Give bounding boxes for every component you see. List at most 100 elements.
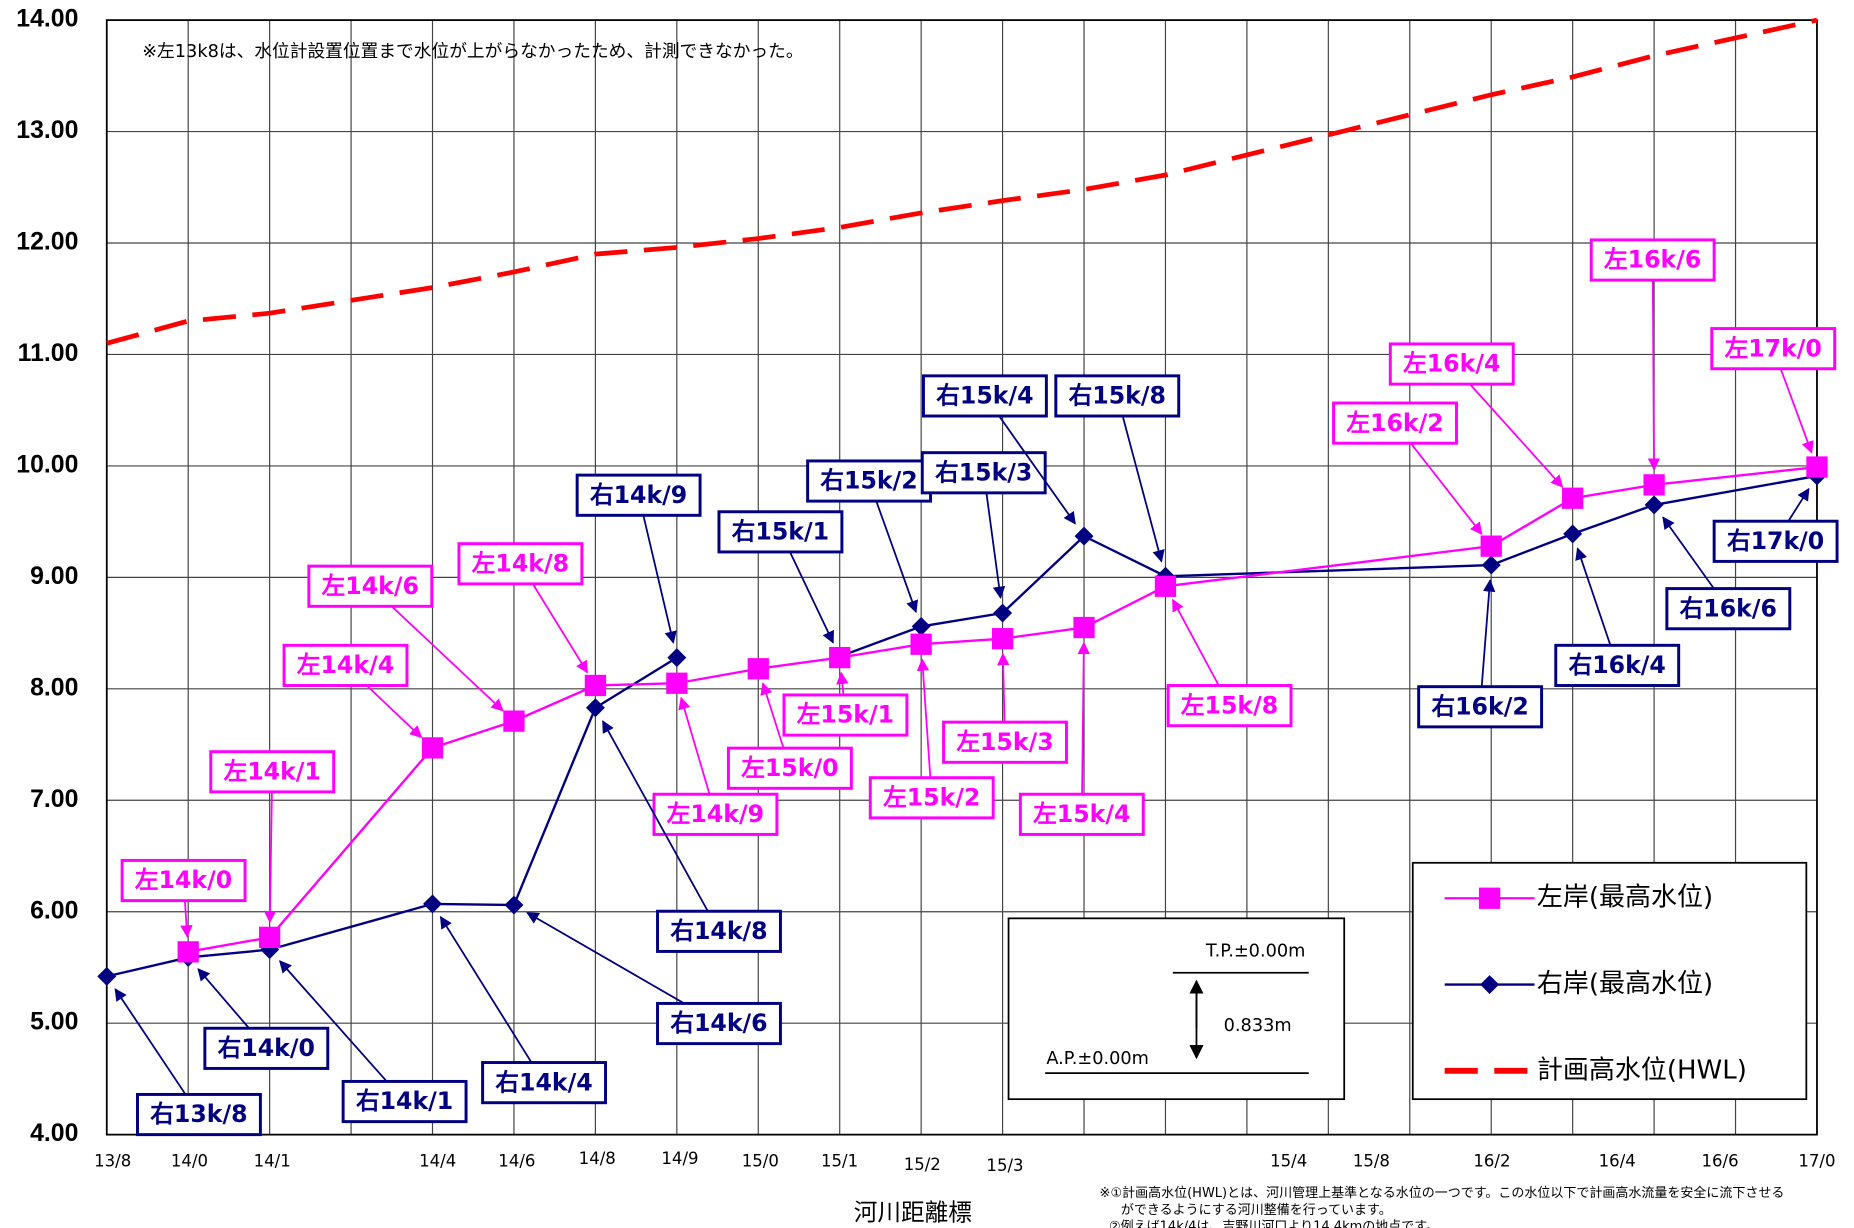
- annotation: 右15k/1: [732, 518, 829, 546]
- inset: T.P.±0.00m 0.833m A.P.±0.00m: [1007, 917, 1346, 1101]
- annotation: 左15k/8: [1181, 691, 1278, 719]
- point: [1154, 575, 1177, 597]
- annotation-arrow: [180, 900, 193, 938]
- annotation-box: [920, 451, 1047, 495]
- y-tick-label: 12.00: [16, 229, 78, 256]
- annotation: 左16k/2: [1346, 409, 1443, 437]
- annotation: 右16k/6: [1680, 594, 1777, 622]
- inset-label: T.P.±0.00m: [1205, 941, 1305, 961]
- x-axis-title: 河川距離標: [854, 1198, 972, 1226]
- annotation-box: [652, 792, 779, 836]
- point: [1563, 524, 1583, 544]
- y-tick-label: 14.00: [16, 6, 78, 33]
- y-tick-label: 9.00: [30, 563, 78, 590]
- inset-box: [1007, 917, 1346, 1101]
- annotation-arrow: [439, 915, 533, 1064]
- x-tick-label: 14/1: [254, 1151, 291, 1170]
- x-tick-label: 15/8: [1353, 1151, 1390, 1170]
- annotation-box: [209, 750, 336, 794]
- point: [421, 737, 444, 759]
- annotation-arrow: [1077, 641, 1090, 795]
- annotation: 右14k/9: [590, 481, 687, 509]
- annotation-box: [1388, 342, 1515, 386]
- legend-label: 左岸(最高水位): [1537, 883, 1713, 913]
- annotation-arrow: [642, 515, 677, 644]
- annotation: 左15k/3: [956, 728, 1053, 756]
- annotation: 左14k/9: [667, 800, 764, 828]
- y-tick-label: 5.00: [30, 1009, 78, 1036]
- y-tick-label: 7.00: [30, 786, 78, 813]
- annotation: 右15k/8: [1069, 382, 1166, 410]
- point: [667, 648, 687, 668]
- annotation-box: [1665, 587, 1792, 631]
- annotation-arrow: [875, 500, 919, 614]
- annotation-arrow: [1779, 368, 1814, 454]
- footnote: ができるようにする河川整備を行っています。: [1121, 1202, 1392, 1218]
- annotation: 右16k/2: [1431, 692, 1528, 720]
- x-tick-label: 15/1: [821, 1151, 858, 1170]
- y-tick-label: 8.00: [30, 674, 78, 701]
- annotation-box: [656, 1001, 782, 1046]
- annotation-box: [481, 1061, 607, 1105]
- point: [1806, 456, 1828, 478]
- annotation: 左14k/8: [472, 549, 569, 577]
- annotation-box: [1018, 792, 1145, 836]
- annotation: 右15k/3: [935, 458, 1032, 486]
- point: [258, 926, 281, 948]
- annotation: 左15k/2: [883, 783, 980, 811]
- annotation-box: [942, 720, 1068, 764]
- annotation-box: [457, 542, 584, 586]
- annotation-arrow: [1480, 579, 1496, 687]
- annotation: 右14k/0: [218, 1034, 315, 1062]
- point: [1562, 487, 1584, 509]
- point: [584, 674, 607, 697]
- annotation-arrow: [263, 791, 277, 924]
- point: [1480, 535, 1502, 557]
- annotation-box: [1710, 327, 1837, 371]
- annotation-arrow: [836, 671, 849, 696]
- annotation-arrow: [678, 696, 711, 795]
- point: [503, 710, 525, 732]
- legend-box: [1411, 861, 1808, 1101]
- annotation: 左16k/6: [1604, 246, 1701, 274]
- annotation: 右14k/8: [670, 917, 767, 945]
- x-tick-label: 15/0: [742, 1151, 779, 1170]
- annotation: 左14k/1: [224, 757, 321, 785]
- legend-marker: [1480, 975, 1500, 994]
- annotation-box: [1332, 401, 1458, 445]
- x-tick-label: 14/4: [419, 1151, 456, 1170]
- annotation-box: [1589, 238, 1716, 282]
- footnote: ②例えば14k/4は、吉野川河口より14.4kmの地点です。: [1109, 1219, 1439, 1228]
- annotation: 左14k/0: [135, 866, 232, 894]
- annotation-arrow: [602, 720, 709, 912]
- annotation-box: [203, 1026, 330, 1070]
- point: [423, 894, 442, 914]
- annotation-arrow: [114, 988, 187, 1095]
- annotation-arrow: [1575, 547, 1612, 646]
- x-tick-label: 16/4: [1599, 1151, 1636, 1170]
- annotation-box: [307, 564, 434, 608]
- x-tick-label: 14/6: [498, 1151, 535, 1170]
- series-line: [106, 17, 1818, 346]
- annotation: 左14k/6: [322, 572, 419, 600]
- point: [97, 966, 117, 986]
- annotation: 右14k/1: [356, 1087, 453, 1115]
- annotation-box: [136, 1092, 262, 1137]
- annotation-box: [282, 643, 409, 687]
- annotation-box: [782, 693, 909, 737]
- annotation: 右14k/4: [495, 1068, 592, 1096]
- legend-label: 計画高水位(HWL): [1537, 1055, 1747, 1085]
- inset-label: 0.833m: [1224, 1016, 1292, 1036]
- x-tick-label: 16/2: [1473, 1151, 1510, 1170]
- annotation-box: [575, 473, 702, 517]
- annotation-arrow: [526, 911, 685, 1005]
- annotation: 左15k/4: [1033, 800, 1130, 828]
- annotation-arrow: [532, 583, 589, 674]
- y-tick-label: 13.00: [16, 117, 78, 144]
- annotation-arrow: [1121, 415, 1165, 563]
- annotation-arrow: [197, 968, 250, 1029]
- annotation-arrow: [1787, 487, 1810, 522]
- x-tick-label: 14/8: [579, 1149, 616, 1168]
- annotation-arrow: [916, 658, 932, 778]
